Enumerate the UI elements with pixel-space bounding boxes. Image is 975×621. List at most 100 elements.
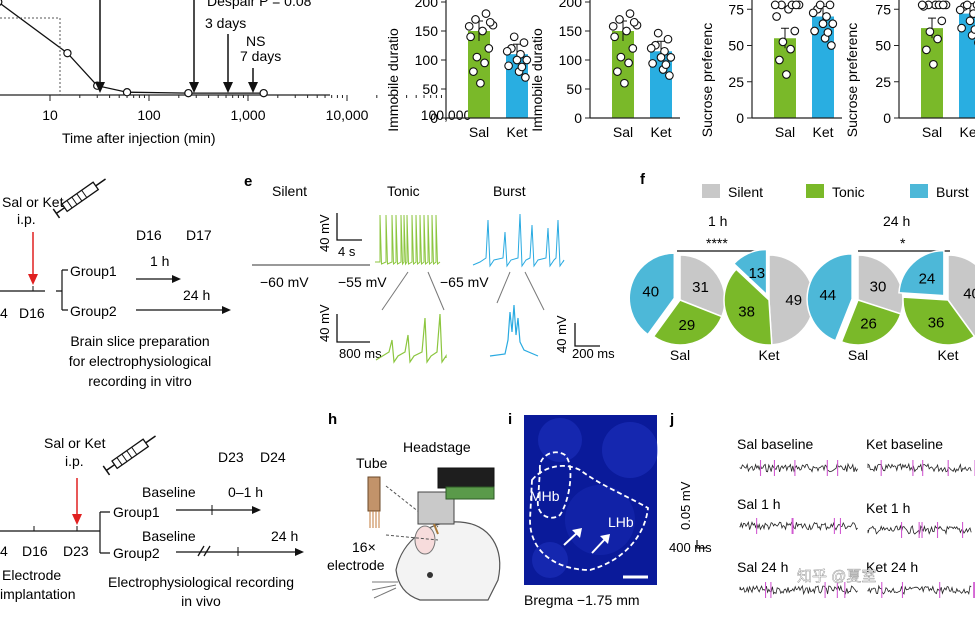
bar-category-label: Ket (506, 124, 527, 140)
bar-dot (930, 61, 938, 69)
panel-timeline-invivo: Sal or Ket i.p. 4 D16 D23 Electrode impl… (0, 432, 304, 609)
legend-swatch-burst (910, 184, 928, 198)
bar-category-label: Sal (922, 124, 942, 140)
sig-1h: **** (706, 235, 728, 251)
panel-e: e Silent Tonic Burst 40 mV 4 s −60 mV −5… (244, 173, 615, 362)
pie-slice-label: 29 (679, 317, 696, 334)
bar-dot (611, 33, 619, 41)
x-tick-label: 100 (137, 107, 161, 123)
burst-zoom-trace (490, 305, 538, 356)
bar-dot (824, 29, 832, 37)
bar-dot (971, 26, 975, 34)
bar-dot (649, 60, 657, 68)
bar-dot (617, 53, 625, 61)
bar-dot (486, 19, 494, 27)
bar-dot (485, 45, 493, 53)
bar-dot (625, 59, 633, 67)
legend-label-burst: Burst (936, 184, 969, 200)
bar-dot (779, 38, 787, 46)
legend-swatch-silent (702, 184, 720, 198)
bar-ytick-label: 50 (566, 81, 582, 97)
pie-slice-label: 26 (860, 315, 877, 332)
group-bracket (56, 270, 68, 310)
panel-h-label: h (328, 411, 337, 428)
bar-dot (657, 54, 665, 62)
pie-time-24h: 24 h (883, 213, 910, 229)
scale-ms-bottom-left: 800 ms (339, 346, 382, 361)
panel-i-label: i (508, 411, 512, 428)
invitro-1h: 1 h (150, 253, 169, 269)
bar-dot (666, 72, 674, 80)
panel-a-xlabel: Time after injection (min) (62, 130, 216, 146)
scale-mv-j: 0.05 mV (678, 481, 693, 530)
bregma-label: Bregma −1.75 mm (524, 592, 640, 608)
bar-ytick-label: 100 (415, 52, 439, 68)
bar-ylabel: Sucrose preferenc (844, 23, 860, 137)
x-tick-label: 1,000 (230, 107, 265, 123)
pie-slice-label: 31 (692, 279, 709, 296)
invivo-d24-top: D24 (260, 449, 286, 465)
bar-ylabel: Immobile duratio (385, 28, 401, 132)
burst-trace-path (473, 214, 564, 266)
bar-dot (467, 33, 475, 41)
bar-dot (629, 45, 637, 53)
burst-title: Burst (493, 183, 526, 199)
invitro-day-inj: D16 (19, 305, 45, 321)
bar-category-label: Sal (469, 124, 489, 140)
pie-slice-label: 38 (738, 304, 755, 321)
despair-label: Despair P = 0.08 (207, 0, 312, 9)
bar-dot (470, 68, 478, 76)
bar-ytick-label: 100 (559, 52, 583, 68)
silent-title: Silent (272, 183, 307, 199)
bar-dot (826, 1, 834, 9)
bar-dot (918, 1, 926, 9)
panel-f-label: f (640, 171, 646, 188)
pie-slice-label: 13 (748, 265, 765, 282)
bar-dot (465, 23, 473, 31)
invivo-electrode-1: Electrode (2, 567, 61, 583)
watermark: 知乎 @夏室 (797, 568, 876, 585)
bar-dot (616, 16, 624, 24)
pie-slice-label: 30 (870, 278, 887, 295)
bar-dot (614, 68, 622, 76)
invivo-electrode-2: implantation (0, 586, 76, 602)
syringe-icon (103, 432, 158, 475)
tube-label: Tube (356, 455, 388, 471)
zoom-line-burst-l (497, 272, 510, 303)
bar-dot (621, 79, 629, 87)
bar-category-label: Sal (613, 124, 633, 140)
invitro-injection-label: Sal or Ket (2, 194, 64, 210)
scale-bar-bottom-right (575, 323, 600, 346)
tonic-trace-path (375, 215, 440, 264)
bar-dot (518, 63, 526, 71)
invivo-baseline-2: Baseline (142, 528, 196, 544)
invivo-d23-top: D23 (218, 449, 244, 465)
bar-dot (477, 79, 485, 87)
bar-dot (479, 27, 487, 35)
bar-ytick-label: 150 (559, 23, 583, 39)
unit-trace-path (868, 464, 971, 472)
arrow-7days-head (248, 82, 258, 93)
bar-ylabel: Immobile duratio (529, 28, 545, 132)
bar-category-label: Ket (650, 124, 671, 140)
burst-zoom-path (490, 305, 538, 356)
x-tick-label: 10,000 (326, 107, 369, 123)
invivo-0-1h: 0–1 h (228, 484, 263, 500)
scale-bar-top (337, 213, 362, 240)
bar-dot (819, 20, 827, 28)
curve-point (260, 90, 267, 97)
label-ns: NS (246, 33, 265, 49)
bar-dot (520, 39, 528, 47)
bar-dot (970, 10, 975, 18)
invivo-d16: D16 (22, 543, 48, 559)
pie-time-1h: 1 h (708, 213, 727, 229)
bar-ytick-label: 50 (728, 38, 744, 54)
bar-category-label: Ket (959, 124, 975, 140)
vm-burst: −65 mV (440, 274, 489, 290)
bar-dot (923, 46, 931, 54)
invivo-injection-arrow-head (72, 514, 82, 525)
burst-trace (473, 214, 564, 266)
pie-slice-label: 49 (785, 292, 802, 309)
panel-h: h Headstage Tube 16× electrode (327, 411, 500, 600)
